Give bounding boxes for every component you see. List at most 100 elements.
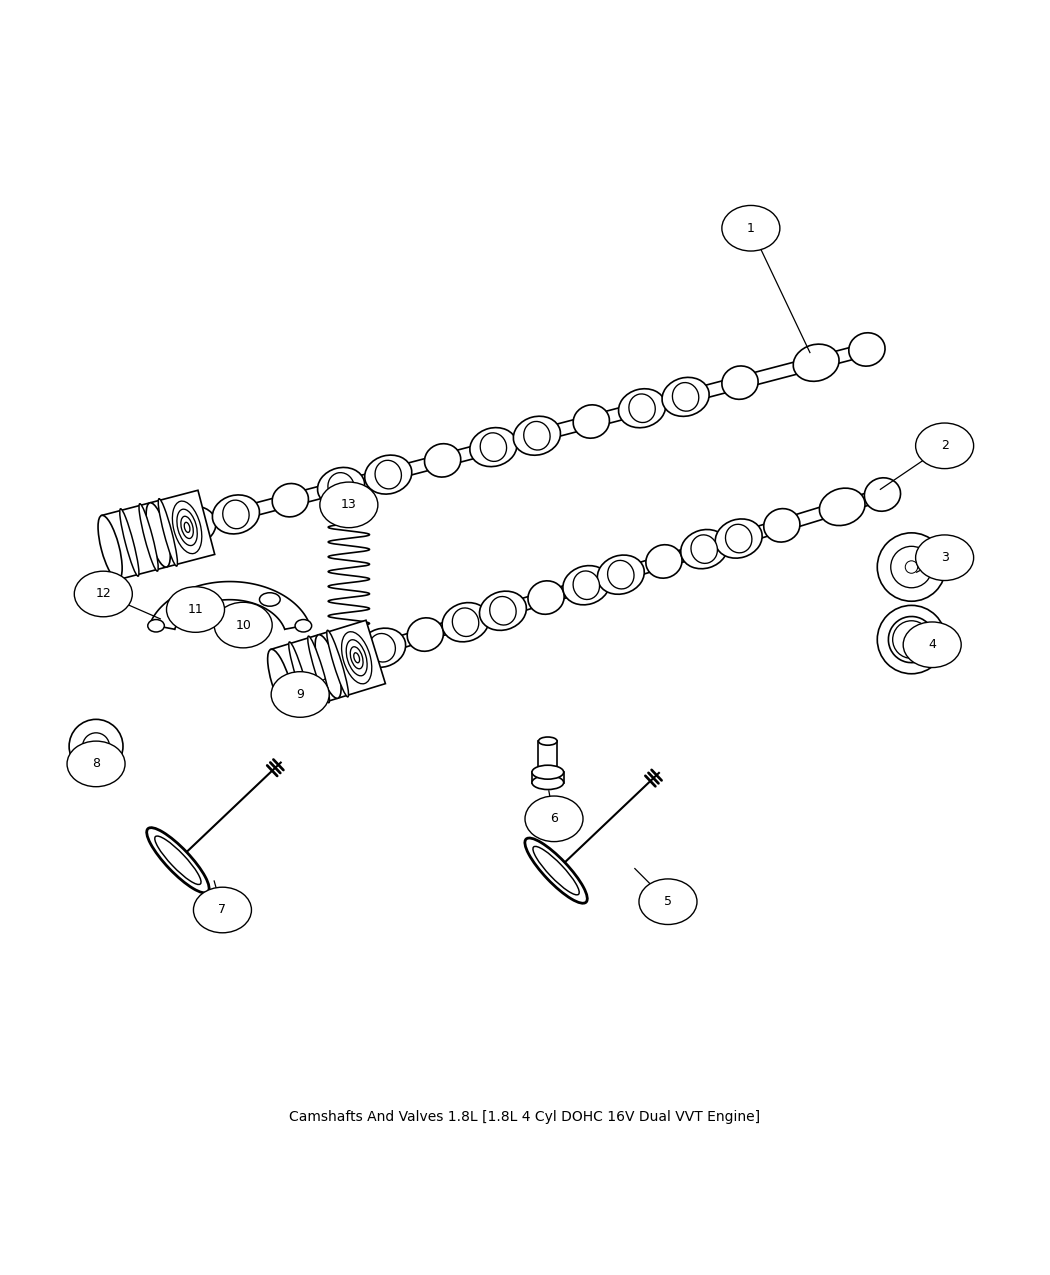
Text: 5: 5 bbox=[664, 895, 672, 908]
Circle shape bbox=[905, 561, 918, 574]
Ellipse shape bbox=[533, 847, 580, 895]
FancyBboxPatch shape bbox=[539, 741, 558, 773]
Ellipse shape bbox=[212, 495, 259, 534]
Ellipse shape bbox=[726, 524, 752, 553]
Text: 6: 6 bbox=[550, 812, 558, 825]
Ellipse shape bbox=[573, 405, 609, 439]
Ellipse shape bbox=[146, 502, 170, 567]
Text: 8: 8 bbox=[92, 757, 100, 770]
Ellipse shape bbox=[289, 641, 311, 709]
Ellipse shape bbox=[193, 887, 251, 933]
Ellipse shape bbox=[328, 473, 354, 501]
Ellipse shape bbox=[916, 536, 973, 580]
Text: 7: 7 bbox=[218, 904, 227, 917]
Ellipse shape bbox=[489, 597, 517, 625]
Ellipse shape bbox=[369, 634, 396, 662]
Ellipse shape bbox=[214, 602, 272, 648]
Ellipse shape bbox=[272, 483, 309, 516]
Text: 4: 4 bbox=[928, 639, 937, 652]
Ellipse shape bbox=[532, 765, 564, 779]
Ellipse shape bbox=[672, 382, 699, 411]
Circle shape bbox=[892, 621, 930, 658]
Circle shape bbox=[83, 733, 109, 760]
Ellipse shape bbox=[169, 506, 216, 546]
Circle shape bbox=[878, 533, 946, 602]
Ellipse shape bbox=[139, 504, 159, 571]
Ellipse shape bbox=[573, 571, 600, 599]
Ellipse shape bbox=[354, 653, 359, 663]
Ellipse shape bbox=[341, 631, 372, 683]
Ellipse shape bbox=[793, 344, 839, 381]
Ellipse shape bbox=[597, 555, 645, 594]
Ellipse shape bbox=[525, 838, 587, 903]
Polygon shape bbox=[150, 581, 310, 630]
Ellipse shape bbox=[453, 608, 479, 636]
Ellipse shape bbox=[618, 389, 666, 427]
Ellipse shape bbox=[259, 593, 280, 606]
Ellipse shape bbox=[184, 523, 190, 533]
Ellipse shape bbox=[639, 878, 697, 924]
Text: 9: 9 bbox=[296, 688, 304, 701]
Ellipse shape bbox=[663, 377, 709, 417]
Ellipse shape bbox=[563, 566, 610, 604]
Polygon shape bbox=[271, 620, 385, 713]
Ellipse shape bbox=[120, 509, 139, 576]
FancyBboxPatch shape bbox=[320, 648, 330, 690]
Ellipse shape bbox=[335, 644, 361, 673]
FancyBboxPatch shape bbox=[532, 773, 564, 783]
Ellipse shape bbox=[532, 775, 564, 789]
Ellipse shape bbox=[346, 640, 367, 676]
Ellipse shape bbox=[320, 482, 378, 528]
Ellipse shape bbox=[320, 645, 330, 652]
Ellipse shape bbox=[98, 515, 122, 580]
Ellipse shape bbox=[629, 394, 655, 422]
Ellipse shape bbox=[864, 478, 901, 511]
Ellipse shape bbox=[424, 444, 461, 477]
Ellipse shape bbox=[721, 366, 758, 399]
Ellipse shape bbox=[364, 455, 412, 495]
Text: 13: 13 bbox=[341, 499, 357, 511]
Ellipse shape bbox=[271, 672, 330, 718]
Ellipse shape bbox=[167, 586, 225, 632]
Ellipse shape bbox=[176, 509, 197, 546]
Ellipse shape bbox=[715, 519, 762, 558]
Ellipse shape bbox=[528, 581, 564, 615]
Circle shape bbox=[890, 546, 932, 588]
Ellipse shape bbox=[327, 630, 349, 697]
Polygon shape bbox=[140, 343, 868, 546]
Ellipse shape bbox=[916, 423, 973, 469]
Circle shape bbox=[69, 719, 123, 773]
Ellipse shape bbox=[375, 460, 401, 488]
Ellipse shape bbox=[646, 544, 682, 578]
Ellipse shape bbox=[351, 646, 363, 669]
Ellipse shape bbox=[480, 432, 506, 462]
Ellipse shape bbox=[848, 333, 885, 366]
Circle shape bbox=[878, 606, 946, 673]
Ellipse shape bbox=[608, 561, 634, 589]
Ellipse shape bbox=[903, 622, 961, 668]
Ellipse shape bbox=[268, 649, 294, 713]
Ellipse shape bbox=[315, 635, 341, 699]
Ellipse shape bbox=[147, 827, 209, 892]
Ellipse shape bbox=[680, 529, 728, 569]
Text: 2: 2 bbox=[941, 440, 948, 453]
Ellipse shape bbox=[763, 509, 800, 542]
Text: 1: 1 bbox=[747, 222, 755, 235]
Ellipse shape bbox=[67, 741, 125, 787]
Ellipse shape bbox=[539, 737, 558, 745]
Ellipse shape bbox=[539, 768, 558, 776]
Ellipse shape bbox=[524, 422, 550, 450]
Ellipse shape bbox=[181, 516, 193, 538]
Ellipse shape bbox=[180, 511, 206, 541]
Ellipse shape bbox=[148, 620, 165, 632]
Ellipse shape bbox=[290, 654, 326, 687]
Ellipse shape bbox=[308, 636, 330, 703]
Ellipse shape bbox=[223, 500, 249, 529]
Ellipse shape bbox=[691, 534, 717, 564]
Text: 10: 10 bbox=[235, 618, 251, 631]
Ellipse shape bbox=[442, 603, 489, 641]
Ellipse shape bbox=[721, 205, 780, 251]
Ellipse shape bbox=[295, 620, 312, 632]
Ellipse shape bbox=[172, 501, 202, 553]
Ellipse shape bbox=[180, 593, 200, 606]
